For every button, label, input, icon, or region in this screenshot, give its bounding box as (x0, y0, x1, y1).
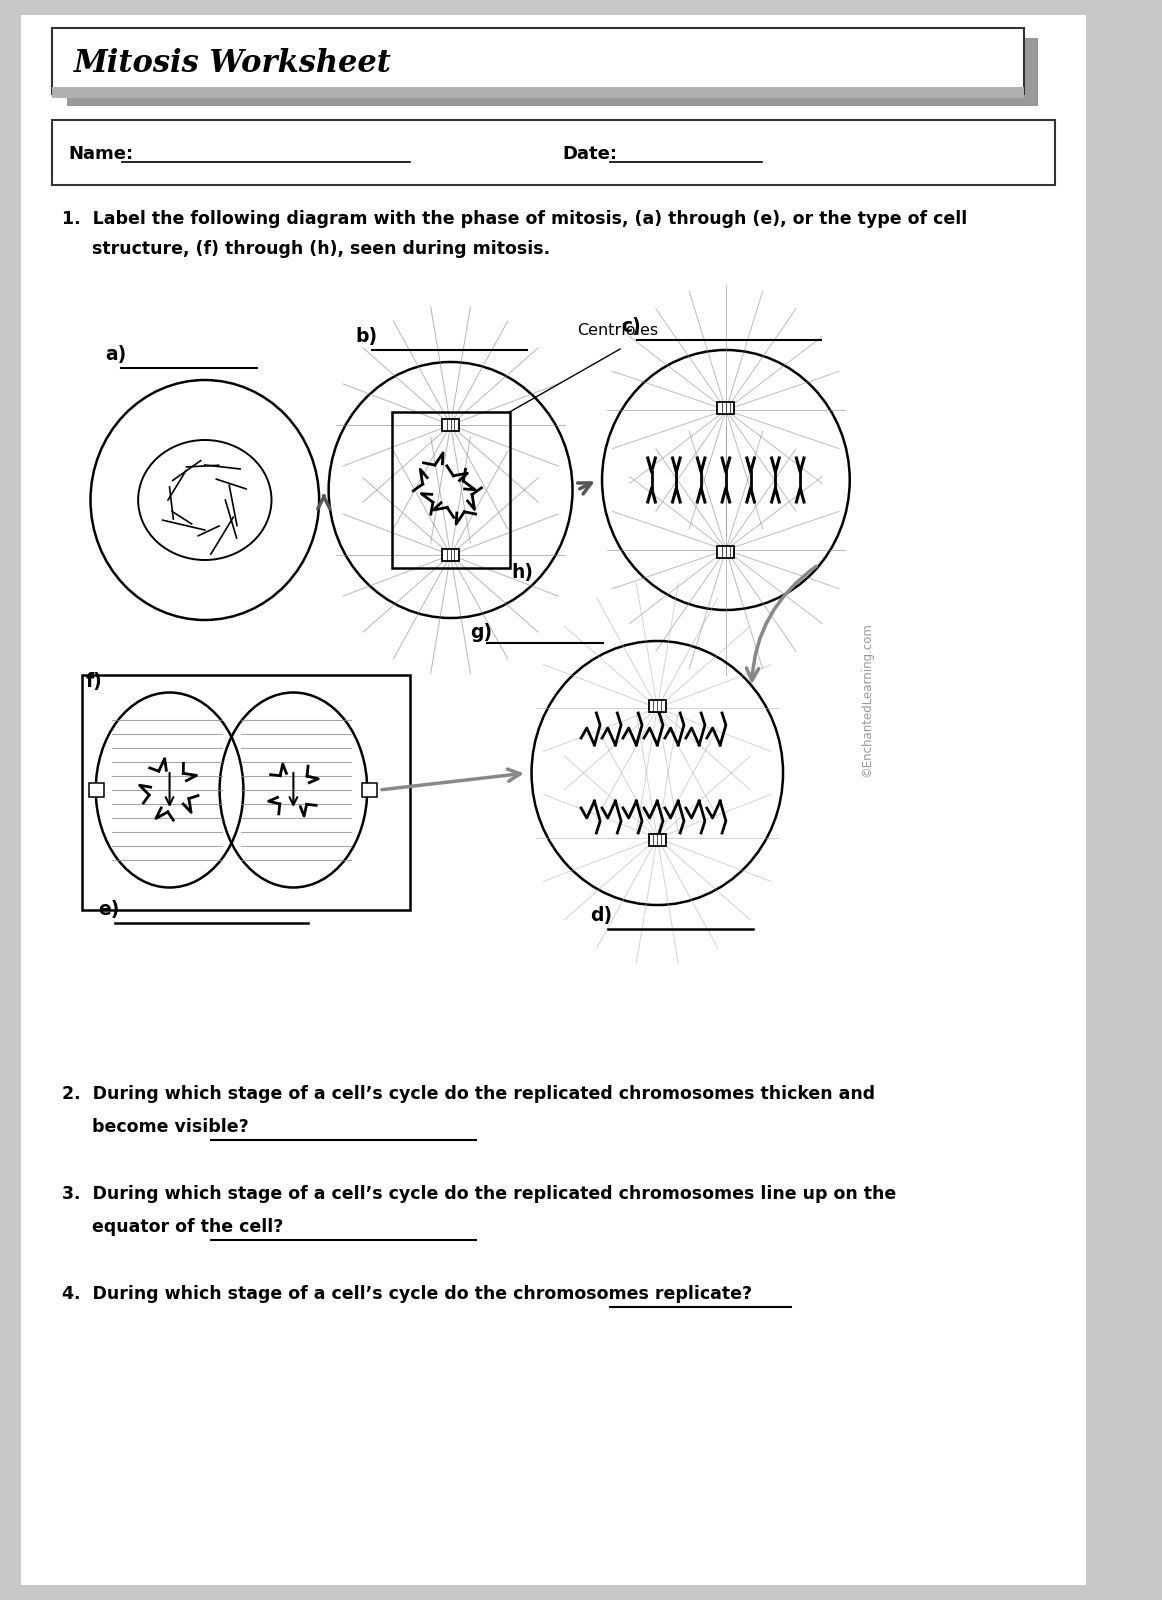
Text: Date:: Date: (562, 146, 617, 163)
Text: c): c) (622, 317, 641, 336)
Text: equator of the cell?: equator of the cell? (62, 1218, 284, 1235)
Text: Name:: Name: (69, 146, 134, 163)
Text: h): h) (511, 563, 533, 582)
Text: become visible?: become visible? (62, 1118, 249, 1136)
Bar (83, 675, 410, 910)
Text: 2.  During which stage of a cell’s cycle do the replicated chromosomes thicken a: 2. During which stage of a cell’s cycle … (62, 1085, 875, 1102)
Bar (88, 782, 103, 797)
Text: f): f) (86, 672, 102, 691)
Text: 3.  During which stage of a cell’s cycle do the replicated chromosomes line up o: 3. During which stage of a cell’s cycle … (62, 1186, 896, 1203)
Text: 4.  During which stage of a cell’s cycle do the chromosomes replicate?: 4. During which stage of a cell’s cycle … (62, 1285, 752, 1302)
Bar (442, 549, 459, 562)
Bar (392, 411, 510, 568)
Bar (442, 419, 459, 430)
Bar (648, 701, 666, 712)
Text: e): e) (98, 899, 120, 918)
Text: d): d) (590, 906, 612, 925)
Bar (717, 546, 734, 558)
Text: 1.  Label the following diagram with the phase of mitosis, (a) through (e), or t: 1. Label the following diagram with the … (62, 210, 967, 227)
Bar (52, 120, 1055, 186)
Text: a): a) (105, 346, 125, 365)
Text: b): b) (356, 326, 378, 346)
Text: Mitosis Worksheet: Mitosis Worksheet (74, 48, 393, 80)
Bar (648, 834, 666, 846)
Bar (363, 782, 378, 797)
Text: ©EnchantedLearning.com: ©EnchantedLearning.com (860, 622, 874, 778)
Bar (66, 38, 1039, 106)
Bar (52, 86, 1024, 98)
Text: structure, (f) through (h), seen during mitosis.: structure, (f) through (h), seen during … (62, 240, 550, 258)
Text: Centrioles: Centrioles (578, 323, 659, 338)
Text: g): g) (469, 622, 492, 642)
Bar (52, 27, 1024, 94)
Bar (717, 402, 734, 414)
